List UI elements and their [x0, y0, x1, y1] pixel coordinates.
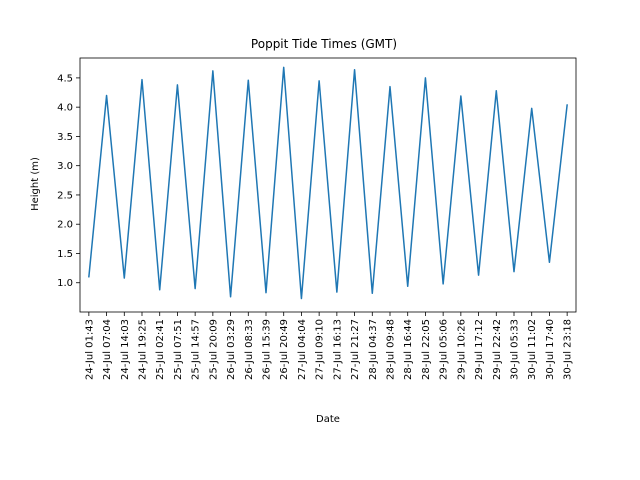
x-tick-label-12: 27-Jul 04:04: [297, 319, 308, 380]
x-tick-label-0: 24-Jul 01:43: [84, 319, 95, 380]
x-tick-label-22: 29-Jul 17:12: [474, 319, 485, 380]
x-tick-label-8: 26-Jul 03:29: [226, 319, 237, 380]
x-tick-label-11: 26-Jul 20:49: [279, 319, 290, 380]
x-tick-label-14: 27-Jul 16:13: [332, 319, 343, 380]
y-tick-label-1: 1.5: [57, 249, 73, 260]
x-tick-label-23: 29-Jul 22:42: [492, 319, 503, 380]
x-tick-label-15: 27-Jul 21:27: [350, 319, 361, 380]
x-tick-label-1: 24-Jul 07:04: [102, 319, 113, 380]
y-tick-label-2: 2.0: [57, 220, 73, 231]
x-axis-label: Date: [316, 414, 340, 425]
y-tick-label-0: 1.0: [57, 278, 73, 289]
y-tick-label-7: 4.5: [57, 73, 73, 84]
x-tick-label-5: 25-Jul 07:51: [173, 319, 184, 380]
x-tick-label-13: 27-Jul 09:10: [315, 319, 326, 380]
x-tick-label-10: 26-Jul 15:39: [262, 319, 273, 380]
x-tick-label-18: 28-Jul 16:44: [403, 319, 414, 380]
y-tick-label-3: 2.5: [57, 190, 73, 201]
x-tick-label-17: 28-Jul 09:48: [386, 319, 397, 380]
x-tick-label-20: 29-Jul 05:06: [439, 319, 450, 380]
x-tick-label-26: 30-Jul 17:40: [545, 319, 556, 380]
x-tick-label-4: 25-Jul 02:41: [155, 319, 166, 380]
x-tick-label-16: 28-Jul 04:37: [368, 319, 379, 380]
x-tick-label-3: 24-Jul 19:25: [138, 319, 149, 380]
x-tick-label-27: 30-Jul 23:18: [563, 319, 574, 380]
y-axis-label: Height (m): [30, 157, 41, 211]
x-tick-label-24: 30-Jul 05:33: [510, 319, 521, 380]
chart-title: Poppit Tide Times (GMT): [251, 37, 397, 51]
x-tick-label-2: 24-Jul 14:03: [120, 319, 131, 380]
plot-layer: 1.0 1.5 2.0 2.5 3.0 3.5 4.0 4.5 24-Jul 01:43 24-J…: [57, 57, 577, 380]
y-tick-label-5: 3.5: [57, 132, 73, 143]
y-tick-label-6: 4.0: [57, 103, 73, 114]
x-tick-label-19: 28-Jul 22:05: [421, 319, 432, 380]
y-tick-label-4: 3.0: [57, 161, 73, 172]
x-tick-label-7: 25-Jul 20:09: [208, 319, 219, 380]
x-tick-label-21: 29-Jul 10:26: [456, 319, 467, 380]
x-tick-label-9: 26-Jul 08:33: [244, 319, 255, 380]
series-line-0: [88, 66, 568, 300]
plot-frame: [79, 57, 577, 313]
x-tick-label-6: 25-Jul 14:57: [191, 319, 202, 380]
x-tick-label-25: 30-Jul 11:02: [527, 319, 538, 380]
